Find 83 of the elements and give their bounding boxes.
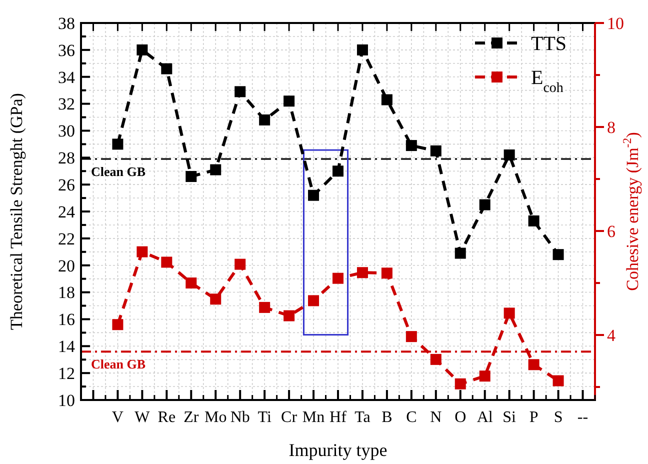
point: [552, 375, 564, 386]
y-tick-label: 32: [58, 94, 75, 114]
x-tick-label: Mn: [302, 409, 325, 426]
x-tick-label: Hf: [330, 409, 348, 426]
y-tick-label: 28: [58, 148, 75, 168]
point: [406, 140, 417, 152]
point: [504, 308, 515, 319]
y2-tick-label: 4: [607, 326, 616, 345]
x-tick-label: Ta: [354, 409, 370, 426]
point: [186, 170, 197, 182]
x-tick-label: S: [554, 409, 563, 426]
point: [356, 44, 368, 56]
y-tick-label: 14: [58, 337, 76, 356]
y-tick-label: 18: [58, 283, 75, 302]
point: [210, 294, 222, 305]
x-tick-label: V: [112, 409, 124, 426]
point: [504, 149, 515, 160]
point: [454, 248, 466, 259]
x-tick-label: O: [454, 409, 466, 426]
x-tick-label: Zr: [184, 409, 200, 426]
point: [161, 63, 172, 74]
x-tick-label: C: [406, 409, 417, 426]
point: [332, 272, 344, 284]
y-tick-label: 20: [58, 256, 75, 276]
y-tick-label: 38: [58, 14, 75, 33]
y-tick-label: 24: [58, 202, 76, 222]
y-tick-label: 16: [58, 310, 75, 330]
point: [112, 319, 124, 330]
x-tick-label: B: [382, 409, 392, 426]
point: [454, 378, 466, 390]
point: [136, 44, 148, 56]
y2-tick-label: 10: [607, 14, 624, 33]
x-tick-label: N: [430, 409, 442, 426]
point: [381, 268, 392, 279]
y-tick-label: 34: [58, 68, 76, 87]
point: [430, 145, 442, 156]
x-tick-label: Mo: [204, 409, 227, 426]
point: [381, 94, 392, 106]
point: [406, 331, 417, 342]
point: [136, 246, 148, 258]
point: [284, 310, 295, 322]
point: [356, 267, 368, 278]
ref-line-label: Clean GB: [91, 164, 146, 179]
point: [430, 354, 442, 365]
point: [528, 215, 540, 226]
x-tick-label: --: [577, 409, 588, 426]
y-axis-title: Theoretical Tensile Strenght (GPa): [7, 93, 26, 330]
y2-tick-label: 8: [607, 118, 616, 137]
point: [161, 256, 172, 268]
y-tick-label: 12: [58, 364, 75, 384]
x-tick-label: P: [529, 409, 538, 426]
point: [284, 96, 295, 107]
x-tick-label: Si: [502, 409, 517, 426]
y-tick-label: 36: [58, 40, 75, 60]
y2-tick-label: 6: [607, 222, 616, 241]
x-tick-label: Cr: [281, 409, 298, 426]
point: [234, 86, 246, 98]
point: [332, 166, 344, 177]
x-axis-title: Impurity type: [288, 440, 388, 460]
x-tick-label: Al: [476, 409, 494, 426]
x-tick-label: Nb: [230, 409, 250, 426]
point: [186, 278, 197, 288]
point: [479, 199, 490, 210]
point: [308, 295, 320, 306]
x-tick-label: Ti: [258, 409, 272, 426]
x-tick-label: W: [134, 409, 151, 426]
point: [210, 164, 222, 176]
y-tick-label: 26: [58, 176, 75, 195]
point: [308, 190, 320, 201]
point: [112, 138, 124, 150]
point: [479, 370, 490, 382]
point: [234, 258, 246, 270]
legend-label: E$_{coh}$: [531, 67, 564, 96]
point: [259, 114, 270, 126]
y-tick-label: 22: [58, 229, 75, 248]
point: [552, 249, 564, 260]
point: [528, 359, 540, 370]
y-tick-label: 30: [58, 122, 75, 141]
x-tick-label: Re: [158, 409, 176, 426]
legend-label: TTS: [531, 33, 567, 55]
y-tick-label: 10: [58, 390, 75, 410]
ref-line-label: Clean GB: [91, 356, 146, 372]
point: [259, 302, 270, 313]
